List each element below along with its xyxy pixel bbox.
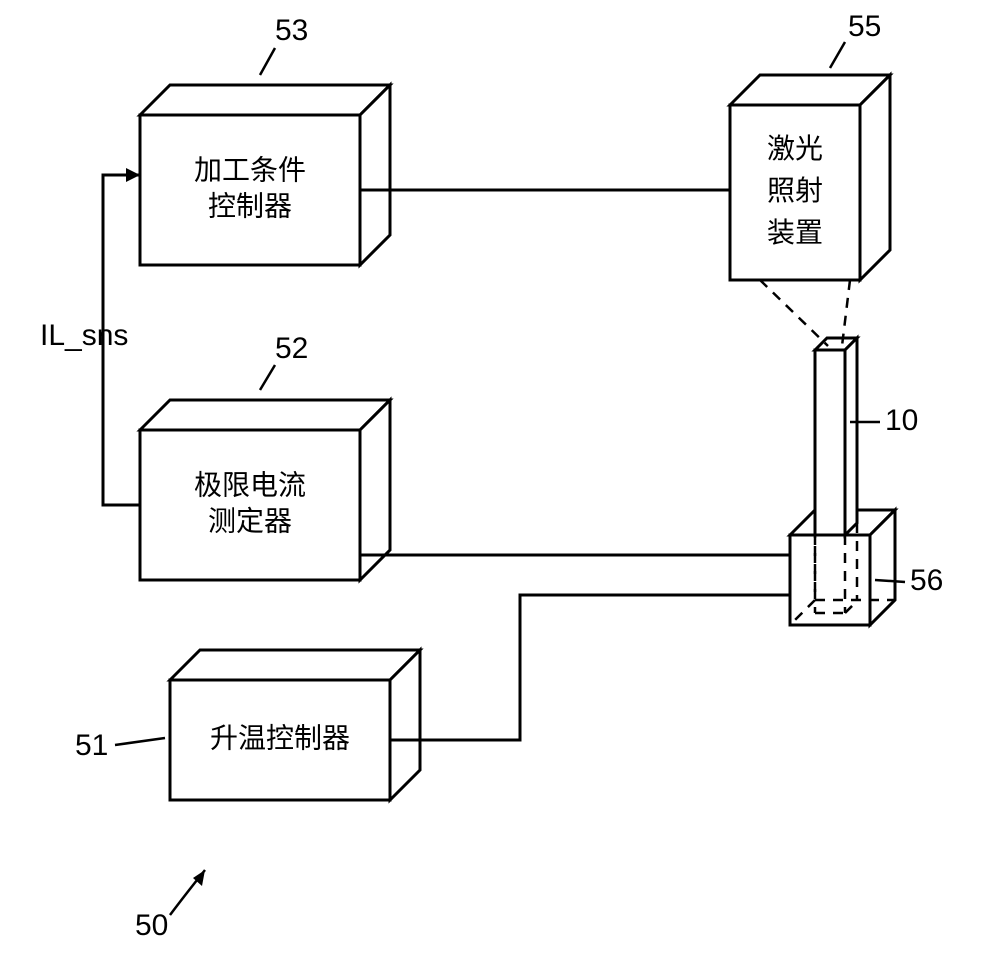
block-diagram: 加工条件控制器 53 激光照射装置 55 极限电流测定器 52 升温控制器 51 56 10 IL_… [0, 0, 1000, 970]
svg-text:51: 51 [75, 729, 108, 762]
svg-text:照射: 照射 [767, 175, 823, 206]
svg-text:50: 50 [135, 909, 168, 942]
svg-text:55: 55 [848, 10, 881, 43]
svg-text:53: 53 [275, 14, 308, 47]
svg-text:加工条件: 加工条件 [194, 154, 306, 185]
svg-text:极限电流: 极限电流 [194, 469, 306, 500]
svg-text:56: 56 [910, 564, 943, 597]
signal-label: IL_sns [40, 319, 128, 352]
svg-text:控制器: 控制器 [208, 190, 292, 221]
svg-text:测定器: 测定器 [208, 505, 292, 536]
svg-text:升温控制器: 升温控制器 [210, 722, 350, 753]
svg-text:52: 52 [275, 332, 308, 365]
svg-text:10: 10 [885, 404, 918, 437]
svg-text:激光: 激光 [767, 133, 823, 164]
svg-text:装置: 装置 [767, 217, 823, 248]
